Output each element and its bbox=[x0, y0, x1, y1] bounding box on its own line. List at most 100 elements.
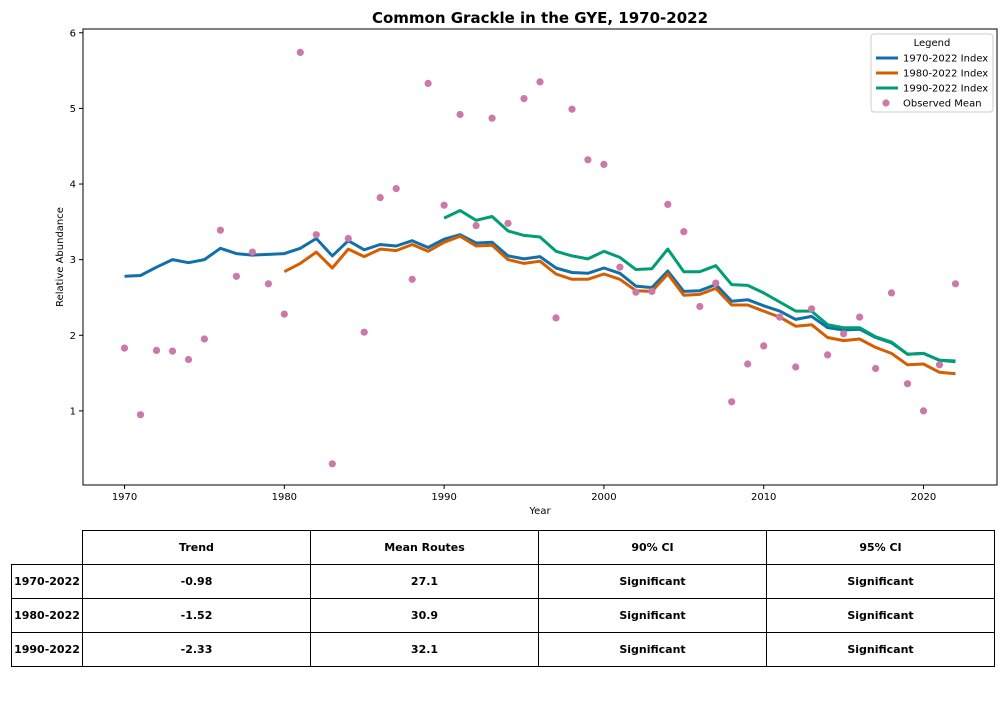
y-axis-ticks: 1 2 3 4 5 6 bbox=[70, 28, 83, 417]
observed-point bbox=[903, 380, 912, 388]
observed-point bbox=[951, 280, 960, 288]
cell-ci95: Significant bbox=[766, 598, 995, 633]
header-trend: Trend bbox=[82, 530, 311, 565]
x-tick-label: 2000 bbox=[591, 492, 616, 503]
observed-point bbox=[632, 288, 640, 296]
cell-ci95: Significant bbox=[766, 632, 995, 667]
observed-point bbox=[296, 48, 304, 57]
observed-point bbox=[536, 78, 544, 86]
cell-ci90: Significant bbox=[538, 564, 767, 599]
observed-point bbox=[120, 344, 129, 352]
legend-entries: 1970-2022 Index 1980-2022 Index 1990-2022 … bbox=[876, 54, 988, 110]
cell-mean-routes: 32.1 bbox=[310, 632, 539, 667]
observed-point bbox=[712, 279, 720, 287]
x-axis-label: Year bbox=[528, 506, 551, 517]
chart: Common Grackle in the GYE, 1970-2022 197… bbox=[55, 9, 998, 517]
y-tick-label: 3 bbox=[70, 255, 76, 266]
legend-box bbox=[870, 33, 994, 113]
observed-point bbox=[584, 156, 592, 164]
observed-point bbox=[504, 219, 512, 227]
observed-point bbox=[696, 302, 704, 311]
observed-point bbox=[648, 287, 656, 295]
x-tick-label: 1980 bbox=[272, 492, 297, 503]
plot-area bbox=[82, 28, 998, 486]
legend-label: 1990-2022 Index bbox=[903, 84, 988, 95]
series-line-1980-2022-index bbox=[283, 234, 956, 376]
observed-point bbox=[152, 346, 161, 354]
y-tick-label: 1 bbox=[70, 406, 76, 417]
row-label: 1990-2022 bbox=[11, 632, 83, 667]
legend-label: 1980-2022 Index bbox=[903, 69, 988, 80]
observed-point bbox=[408, 275, 416, 283]
observed-point bbox=[792, 363, 800, 371]
observed-point bbox=[840, 330, 848, 338]
series-line-1970-2022-index bbox=[124, 233, 956, 363]
observed-point bbox=[488, 114, 496, 122]
table-row: 1990-2022 -2.33 32.1 Significant Signifi… bbox=[11, 632, 995, 667]
observed-point bbox=[887, 289, 896, 297]
observed-point bbox=[520, 95, 528, 103]
legend-label: Observed Mean bbox=[903, 99, 982, 110]
series-lines bbox=[124, 209, 956, 376]
x-axis-ticks: 1970 1980 1990 2000 2010 2020 bbox=[112, 485, 936, 503]
table-row: 1980-2022 -1.52 30.9 Significant Signifi… bbox=[11, 598, 995, 633]
header-ci90: 90% CI bbox=[538, 530, 767, 565]
observed-point bbox=[568, 105, 576, 113]
table-header-row: Trend Mean Routes 90% CI 95% CI bbox=[12, 530, 995, 565]
observed-point bbox=[440, 201, 448, 209]
observed-point bbox=[600, 160, 608, 168]
row-label: 1970-2022 bbox=[11, 564, 83, 599]
observed-point bbox=[424, 79, 432, 87]
series-line-1990-2022-index bbox=[443, 209, 956, 364]
observed-point bbox=[264, 280, 272, 288]
observed-point bbox=[935, 361, 944, 369]
observed-point bbox=[248, 248, 256, 256]
observed-point bbox=[776, 313, 784, 321]
cell-ci90: Significant bbox=[538, 632, 767, 667]
cell-mean-routes: 30.9 bbox=[310, 598, 539, 633]
observed-point bbox=[744, 360, 752, 368]
legend-label: 1970-2022 Index bbox=[903, 54, 988, 65]
cell-ci95: Significant bbox=[766, 564, 995, 599]
observed-point bbox=[232, 272, 240, 280]
header-mean-routes: Mean Routes bbox=[310, 530, 539, 565]
table-row: 1970-2022 -0.98 27.1 Significant Signifi… bbox=[11, 564, 995, 599]
observed-point bbox=[808, 305, 816, 313]
cell-mean-routes: 27.1 bbox=[310, 564, 539, 599]
observed-point bbox=[680, 228, 688, 236]
observed-point bbox=[392, 185, 400, 193]
observed-point bbox=[200, 335, 208, 343]
y-tick-label: 5 bbox=[70, 104, 76, 115]
header-ci95: 95% CI bbox=[766, 530, 995, 565]
cell-trend: -2.33 bbox=[82, 632, 311, 667]
observed-point bbox=[824, 351, 832, 359]
observed-point bbox=[856, 313, 864, 321]
observed-points bbox=[120, 48, 960, 468]
cell-trend: -1.52 bbox=[82, 598, 311, 633]
x-tick-label: 1990 bbox=[431, 492, 456, 503]
observed-point bbox=[280, 310, 288, 318]
row-label: 1980-2022 bbox=[11, 598, 83, 633]
legend-title: Legend bbox=[914, 38, 951, 49]
y-axis-label: Relative Abundance bbox=[55, 207, 66, 307]
observed-point bbox=[919, 407, 928, 415]
cell-ci90: Significant bbox=[538, 598, 767, 633]
observed-point bbox=[216, 226, 224, 234]
observed-point bbox=[664, 200, 672, 208]
observed-point bbox=[472, 222, 480, 230]
legend-swatch bbox=[882, 99, 890, 107]
observed-point bbox=[328, 460, 336, 468]
legend: Legend 1970-2022 Index 1980-2022 Index 199… bbox=[870, 33, 994, 113]
observed-point bbox=[360, 328, 368, 336]
x-tick-label: 1970 bbox=[112, 492, 137, 503]
y-tick-label: 6 bbox=[70, 28, 76, 39]
stats-table: Trend Mean Routes 90% CI 95% CI 1970-202… bbox=[11, 530, 995, 667]
y-tick-label: 2 bbox=[70, 331, 76, 342]
x-tick-label: 2020 bbox=[911, 492, 936, 503]
observed-point bbox=[456, 110, 464, 119]
observed-point bbox=[136, 411, 145, 419]
observed-point bbox=[312, 231, 320, 239]
observed-point bbox=[552, 314, 560, 322]
observed-point bbox=[872, 364, 880, 373]
cell-trend: -0.98 bbox=[82, 564, 311, 599]
